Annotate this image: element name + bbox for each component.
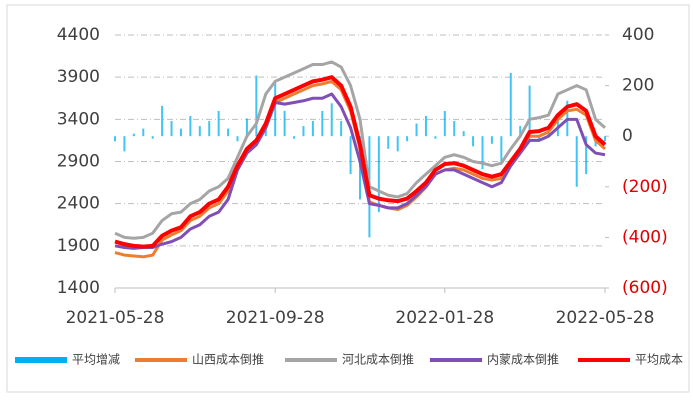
y-tick-label: 1400: [57, 278, 100, 298]
y-tick-label: 1900: [57, 236, 100, 256]
bar: [132, 133, 135, 137]
bar: [227, 128, 230, 137]
bar: [443, 110, 446, 137]
bar: [245, 118, 248, 137]
bar: [481, 136, 484, 170]
bar: [472, 136, 475, 147]
y2-tick-label: 0: [622, 126, 633, 146]
legend-label: 河北成本倒推: [342, 353, 414, 367]
y2-tick-label: 400: [622, 25, 654, 45]
bar: [208, 121, 211, 137]
y-tick-label: 2400: [57, 194, 100, 214]
line-series: [114, 75, 607, 249]
bar: [255, 75, 258, 137]
bar: [198, 126, 201, 137]
bar: [424, 115, 427, 137]
bar: [575, 136, 578, 187]
legend-label: 平均增减: [72, 353, 120, 367]
y-tick-label: 3900: [57, 67, 100, 87]
bar: [462, 131, 465, 137]
x-tick-label: 2021-09-28: [226, 308, 325, 328]
bar: [415, 123, 418, 137]
bar: [396, 136, 399, 152]
bar: [179, 128, 182, 137]
y2-tick-label: (600): [622, 278, 668, 298]
bar: [453, 121, 456, 137]
bar: [142, 128, 145, 137]
y-tick-label: 4400: [57, 25, 100, 45]
bar: [236, 136, 239, 142]
bar: [321, 110, 324, 137]
line-series: [114, 92, 606, 250]
y2-tick-label: (200): [622, 177, 668, 197]
bar: [189, 115, 192, 137]
bar: [293, 136, 296, 139]
y2-tick-label: 200: [622, 76, 654, 96]
bar: [406, 136, 409, 142]
bar: [538, 136, 541, 142]
bar: [114, 136, 116, 142]
bar: [585, 136, 588, 175]
bar: [264, 126, 267, 137]
x-tick-label: 2022-05-28: [556, 308, 655, 328]
legend-label: 平均成本: [635, 353, 683, 367]
bar: [349, 136, 352, 175]
bar: [123, 136, 126, 152]
x-tick-label: 2021-05-28: [66, 308, 165, 328]
bar: [161, 105, 164, 137]
bar: [283, 110, 286, 137]
bar: [604, 136, 606, 142]
line-series: [114, 60, 607, 240]
chart-frame: [6, 4, 690, 393]
y-tick-label: 3400: [57, 109, 100, 129]
bar: [170, 121, 173, 137]
bar: [302, 126, 305, 137]
legend-swatch: [15, 357, 67, 363]
bar: [274, 83, 277, 137]
bar: [387, 136, 390, 149]
legend-label: 山西成本倒推: [192, 353, 264, 367]
bar: [151, 136, 154, 139]
legend-label: 内蒙成本倒推: [487, 353, 559, 367]
bar: [528, 85, 531, 137]
bar: [217, 110, 220, 137]
bar: [340, 121, 343, 137]
x-tick-label: 2022-01-28: [395, 308, 494, 328]
bar: [377, 136, 380, 213]
bar: [519, 126, 522, 137]
bar: [434, 136, 437, 139]
y-tick-label: 2900: [57, 152, 100, 172]
bar: [311, 121, 314, 137]
y2-tick-label: (400): [622, 227, 668, 247]
bar: [330, 103, 333, 137]
bar: [490, 136, 493, 144]
bar: [500, 136, 503, 162]
bar: [509, 72, 512, 137]
